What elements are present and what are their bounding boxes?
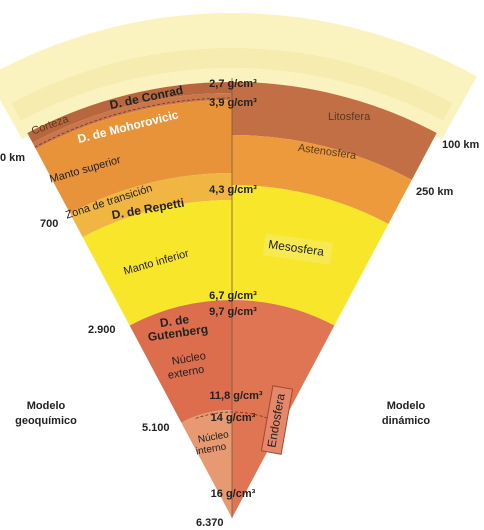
layer <box>0 12 477 140</box>
layer <box>232 82 437 180</box>
model-title: Modelo <box>387 400 426 412</box>
layer <box>82 200 233 326</box>
density: 14 g/cm³ <box>211 412 256 424</box>
density: 9,7 g/cm³ <box>209 306 257 318</box>
depth-label: 6.370 <box>196 517 224 529</box>
layer <box>35 100 232 214</box>
layer <box>11 47 453 121</box>
depth-label: 700 <box>40 218 58 230</box>
layer <box>232 135 412 224</box>
density: 2,7 g/cm³ <box>209 78 257 90</box>
boundary <box>34 97 233 148</box>
layer-label: Litosfera <box>328 111 371 123</box>
model-title: geoquímico <box>15 415 77 427</box>
density: 11,8 g/cm³ <box>209 390 263 402</box>
depth-label: 100 km <box>442 139 480 151</box>
layer-label: Núcleo <box>171 350 207 368</box>
model-title: Modelo <box>27 400 66 412</box>
label-box <box>262 233 334 265</box>
layer-label: interno <box>195 441 227 457</box>
depth-label: 250 km <box>416 186 454 198</box>
density: 4,3 g/cm³ <box>209 184 257 196</box>
depth-label: 5.100 <box>142 422 170 434</box>
label-box <box>260 385 294 455</box>
layer-label: D. de <box>159 312 190 330</box>
density: 3,9 g/cm³ <box>209 97 257 109</box>
layer <box>129 300 232 423</box>
depth-label: 0 km <box>0 152 25 164</box>
layer <box>181 410 232 518</box>
density: 16 g/cm³ <box>211 488 256 500</box>
layer <box>70 173 232 238</box>
depth-label: 2.900 <box>88 324 116 336</box>
layer <box>27 82 233 143</box>
model-title: dinámico <box>382 415 431 427</box>
layer-label: Núcleo <box>197 429 230 445</box>
density: 6,7 g/cm³ <box>209 290 257 302</box>
